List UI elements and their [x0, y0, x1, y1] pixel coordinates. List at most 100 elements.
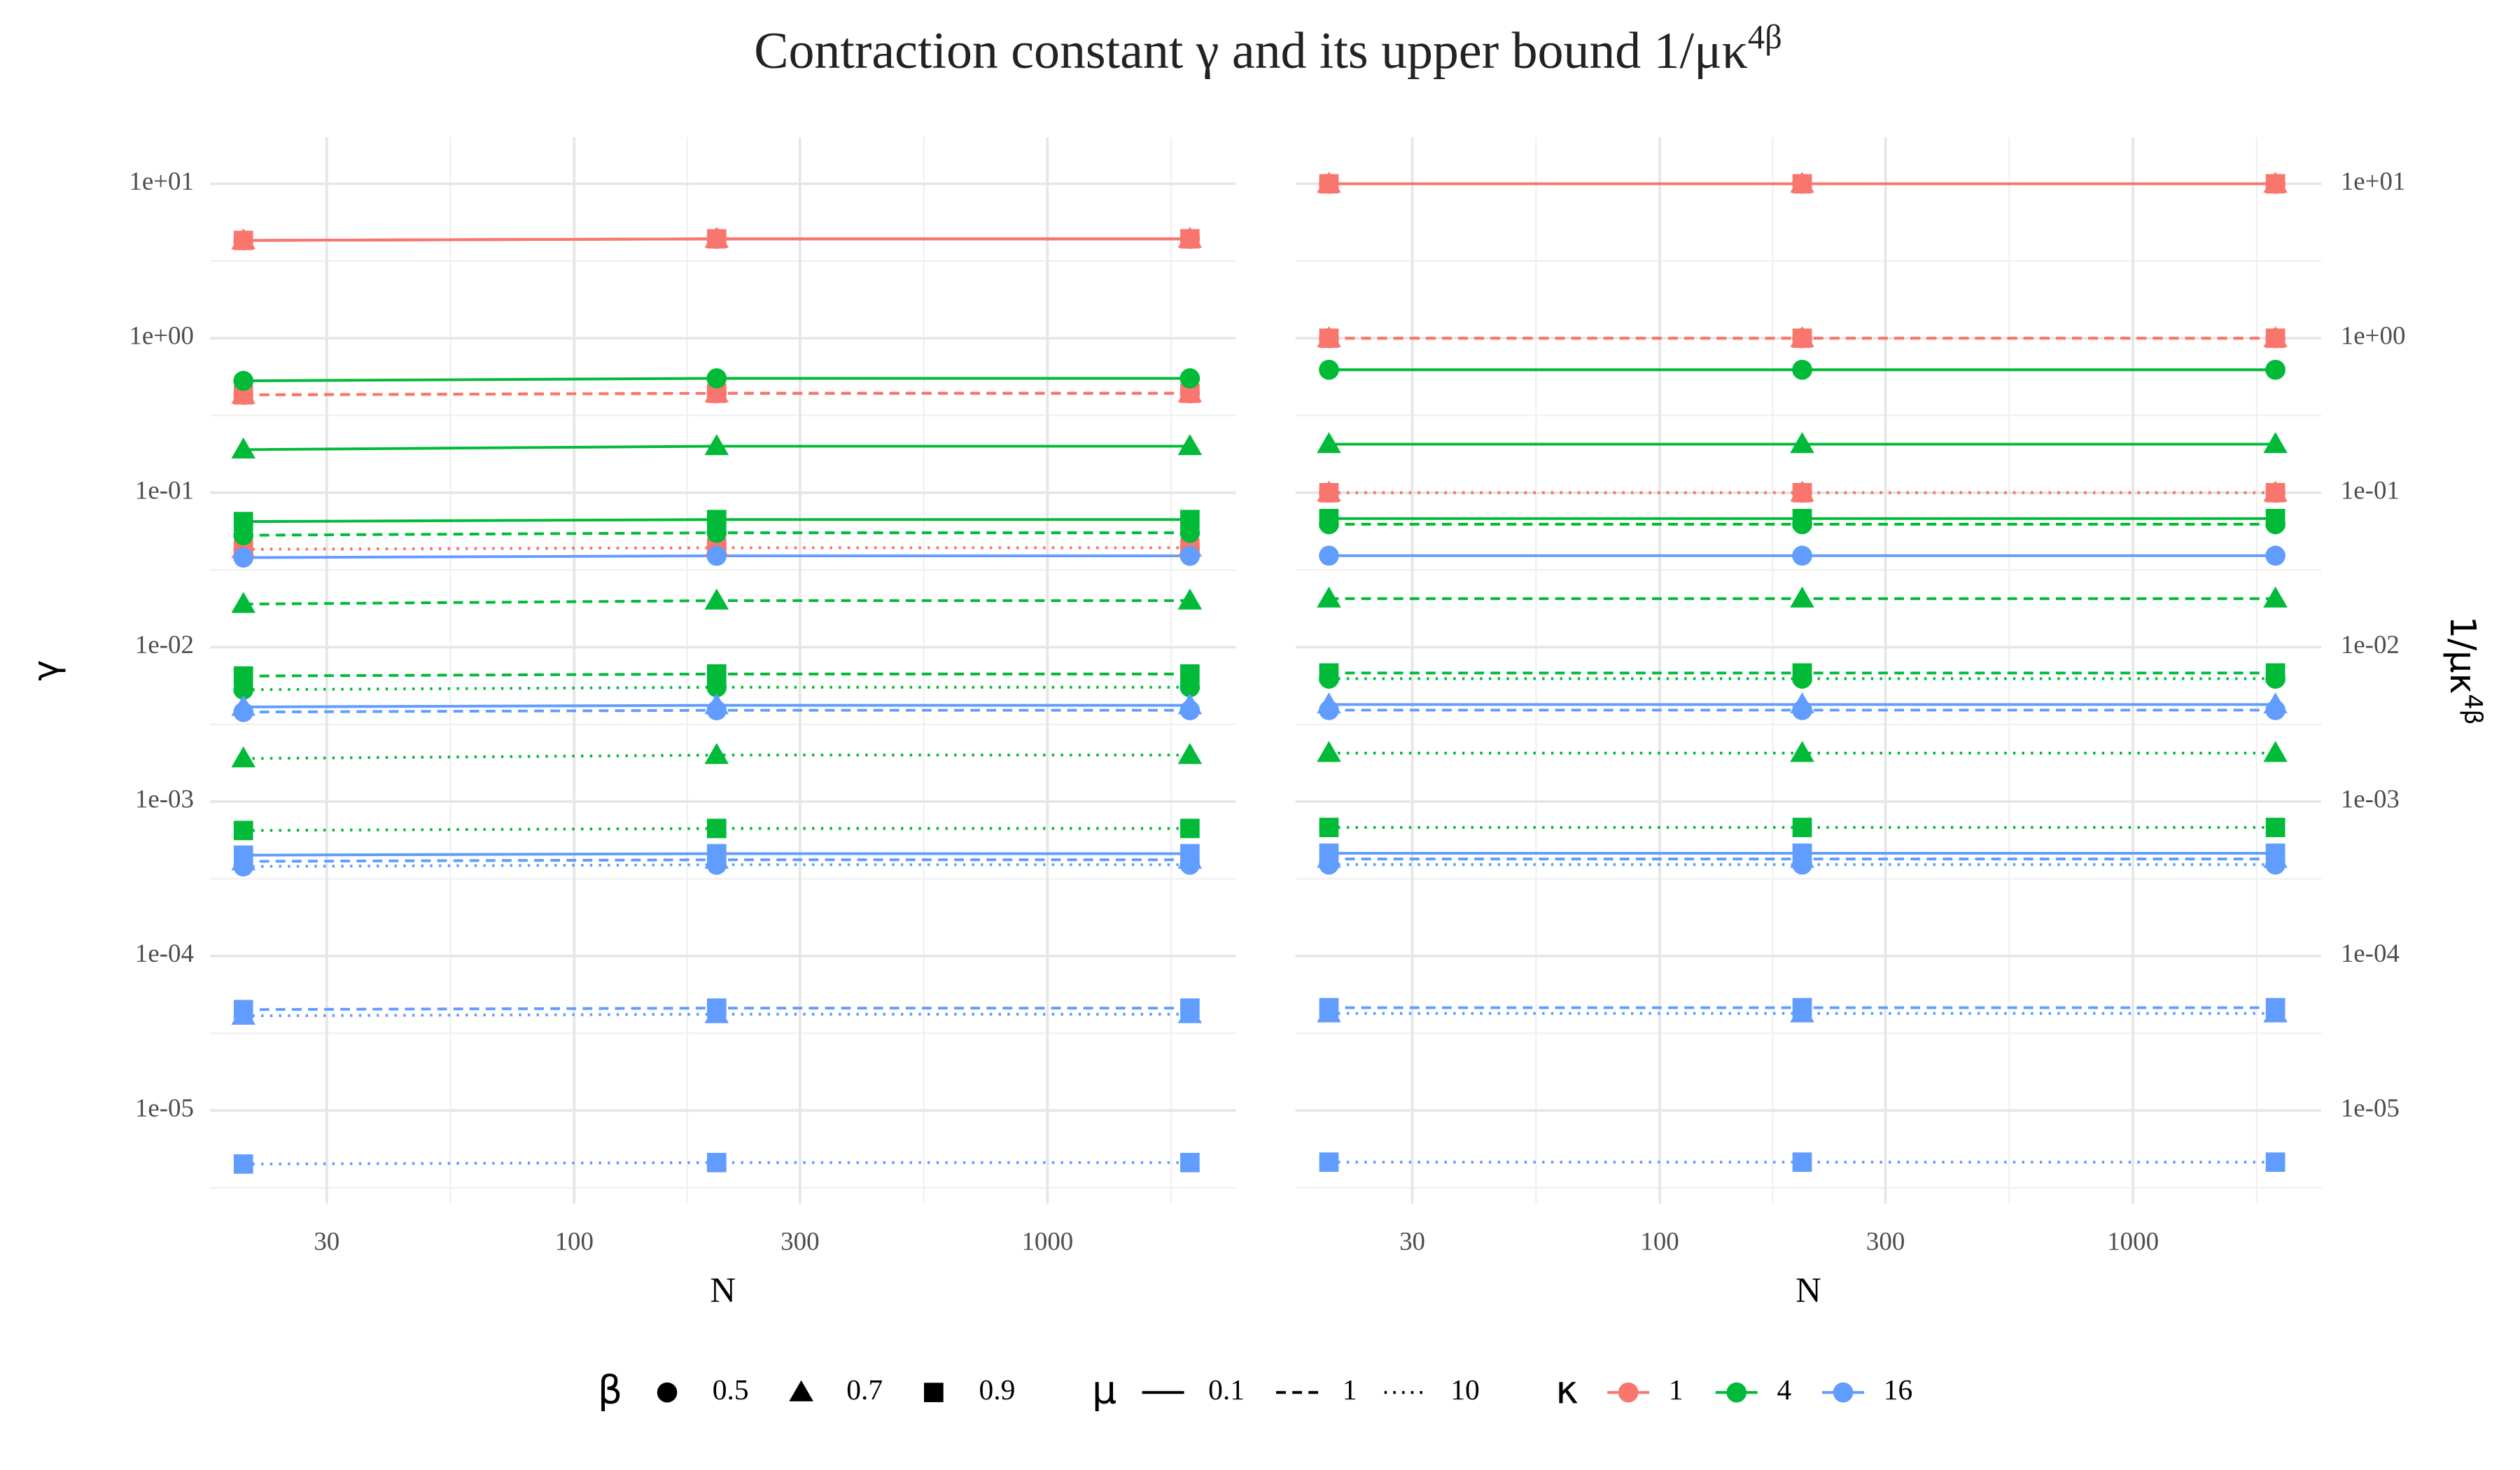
point: [706, 844, 727, 864]
point: [706, 229, 727, 249]
point: [1317, 692, 1341, 714]
point: [704, 743, 729, 764]
legend-symbol: [1726, 1382, 1747, 1403]
point: [2265, 818, 2286, 837]
y-tick-label: 1e-02: [135, 630, 194, 659]
y-axis-title-main: 1/μκ: [2442, 616, 2484, 694]
point: [1319, 997, 1339, 1018]
point: [1319, 818, 1339, 837]
point: [2265, 663, 2286, 683]
point: [1319, 328, 1339, 349]
point: [233, 230, 253, 251]
point: [704, 693, 729, 715]
point: [1319, 359, 1339, 380]
point: [2263, 692, 2288, 714]
legend-label: 0.9: [979, 1373, 1015, 1406]
y-axis-title-superscript: 4β: [2459, 694, 2487, 724]
point: [1177, 434, 1203, 456]
point: [231, 694, 256, 716]
point: [2263, 586, 2288, 608]
point: [1790, 741, 1814, 762]
point: [1180, 664, 1200, 684]
point: [2265, 508, 2286, 528]
point: [1792, 328, 1812, 349]
point: [1177, 588, 1203, 610]
point: [706, 368, 727, 388]
point: [2263, 741, 2288, 762]
point: [1319, 508, 1339, 528]
legend-title: κ: [1555, 1368, 1578, 1413]
point: [1792, 844, 1812, 863]
legend-label: 4: [1777, 1373, 1791, 1406]
y-tick-label: 1e+00: [2341, 321, 2406, 350]
legend-label: 16: [1884, 1373, 1913, 1406]
point: [706, 545, 727, 566]
legend-title: μ: [1092, 1368, 1116, 1413]
y-axis-title: γ: [25, 660, 66, 681]
x-tick-label: 100: [1640, 1226, 1679, 1255]
legend-label: 0.5: [713, 1373, 749, 1406]
point: [233, 547, 254, 568]
legend-label: 1: [1669, 1373, 1684, 1406]
title-main: Contraction constant γ and its upper bou…: [754, 22, 1748, 79]
y-tick-label: 1e-01: [135, 475, 194, 504]
y-tick-label: 1e+01: [129, 167, 194, 195]
x-tick-label: 1000: [1021, 1226, 1073, 1255]
panels: 30 100 300 1000 1e+01 1e+00 1e-01 1e-02 1e-03 1e-…: [25, 137, 2487, 1310]
point: [1790, 432, 1814, 454]
y-tick-label: 1e+00: [129, 321, 194, 350]
point: [1177, 693, 1203, 715]
x-tick-label: 30: [314, 1226, 340, 1255]
panel: 30 100 300 1000 1e+01 1e+00 1e-01 1e-02 1e-03 1e-…: [25, 137, 1236, 1310]
y-tick-label: 1e-03: [2341, 785, 2400, 813]
y-tick-label: 1e-05: [2341, 1093, 2400, 1122]
point: [1180, 545, 1200, 566]
point: [1319, 545, 1339, 566]
x-tick-label: 100: [555, 1226, 594, 1255]
point: [1180, 1152, 1200, 1172]
legend-label: 1: [1343, 1373, 1357, 1406]
point: [1317, 432, 1341, 454]
legend-symbol: [657, 1382, 678, 1403]
point: [1180, 229, 1200, 249]
point: [706, 818, 727, 839]
point: [1792, 359, 1812, 380]
point: [1319, 844, 1339, 863]
y-tick-label: 1e-04: [2341, 939, 2400, 967]
point: [233, 1154, 253, 1174]
y-tick-label: 1e-02: [2341, 630, 2400, 659]
point: [1792, 483, 1812, 503]
point: [1792, 545, 1812, 566]
point: [231, 746, 256, 768]
points: [231, 226, 1203, 1174]
legend-title: β: [598, 1368, 622, 1413]
point: [1792, 174, 1812, 194]
point: [1792, 1152, 1812, 1172]
point: [704, 434, 729, 456]
legend-symbol: [1833, 1382, 1854, 1403]
point: [1792, 997, 1812, 1018]
x-tick-label: 30: [1399, 1226, 1425, 1255]
point: [1177, 743, 1203, 764]
point: [1792, 508, 1812, 528]
point: [2265, 359, 2286, 380]
legend-label: 0.7: [846, 1373, 883, 1406]
point: [233, 845, 253, 865]
point: [1319, 483, 1339, 503]
x-axis-title: N: [710, 1270, 736, 1310]
point: [2265, 844, 2286, 863]
title-superscript: 4β: [1748, 19, 1782, 56]
point: [1180, 818, 1200, 839]
point: [1180, 368, 1200, 388]
panel: 30 100 300 1000 1e+01 1e+00 1e-01 1e-02 1e-03 1e-…: [1295, 137, 2487, 1310]
point: [233, 370, 254, 391]
point: [704, 588, 729, 610]
point: [233, 820, 253, 841]
point: [231, 592, 256, 613]
x-tick-label: 300: [780, 1226, 819, 1255]
point: [2265, 997, 2286, 1018]
point: [231, 438, 256, 459]
point: [233, 1000, 253, 1020]
point: [2265, 174, 2286, 194]
